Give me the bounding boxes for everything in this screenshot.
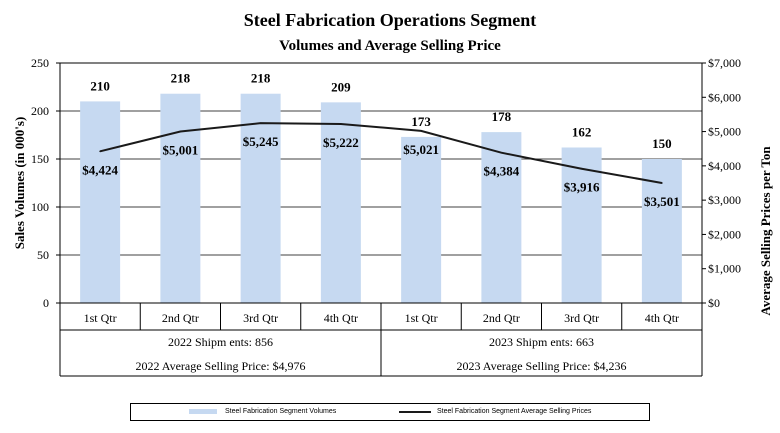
plot-frame xyxy=(59,62,703,304)
chart-title: Steel Fabrication Operations Segment xyxy=(243,10,537,30)
left-tick-label: 50 xyxy=(37,248,49,262)
category-label: 1st Qtr xyxy=(405,311,438,325)
y-axis-label-left: Sales Volumes (in 000's) xyxy=(12,117,27,250)
right-tick-label: $2,000 xyxy=(708,227,741,241)
bar-value-label: 162 xyxy=(572,124,592,139)
left-tick-label: 250 xyxy=(31,56,49,70)
price-point xyxy=(340,123,342,125)
category-label: 4th Qtr xyxy=(645,311,679,325)
group-shipments: 2022 Shipm ents: 856 xyxy=(168,335,273,349)
right-tick-label: $5,000 xyxy=(708,125,741,139)
bar-value-label: 150 xyxy=(652,136,672,151)
category-label: 2nd Qtr xyxy=(162,311,199,325)
price-value-label: $5,021 xyxy=(403,142,439,157)
price-value-label: $5,001 xyxy=(163,143,199,158)
legend-swatch-bar xyxy=(189,409,217,414)
bar xyxy=(160,93,201,303)
right-tick-label: $3,000 xyxy=(708,193,741,207)
left-tick-label: 100 xyxy=(31,200,49,214)
right-tick-label: $0 xyxy=(708,296,720,310)
right-tick-label: $4,000 xyxy=(708,159,741,173)
price-point xyxy=(580,167,583,170)
bar-value-label: 173 xyxy=(411,114,431,129)
bar-value-label: 218 xyxy=(171,71,191,86)
price-value-label: $3,501 xyxy=(644,194,680,209)
price-value-label: $4,424 xyxy=(82,162,118,177)
bar-value-label: 209 xyxy=(331,79,351,94)
price-point xyxy=(179,130,182,133)
price-value-label: $5,222 xyxy=(323,135,359,150)
bar xyxy=(561,147,602,303)
category-label: 3rd Qtr xyxy=(243,311,278,325)
category-label: 2nd Qtr xyxy=(483,311,520,325)
group-shipments: 2023 Shipm ents: 663 xyxy=(489,335,594,349)
y-axis-label-right: Average Selling Prices per Ton xyxy=(758,146,773,316)
chart-subtitle: Volumes and Average Selling Price xyxy=(279,38,501,54)
price-point xyxy=(259,122,262,124)
group-average-price: 2022 Average Selling Price: $4,976 xyxy=(135,359,305,373)
legend: Steel Fabrication Segment Volumes Steel … xyxy=(130,403,650,421)
price-point xyxy=(661,182,663,184)
category-label: 1st Qtr xyxy=(84,311,117,325)
price-value-label: $4,384 xyxy=(484,164,520,179)
left-tick-label: 0 xyxy=(43,296,49,310)
left-tick-label: 200 xyxy=(31,104,49,118)
bar xyxy=(320,102,361,303)
price-value-label: $3,916 xyxy=(564,180,600,195)
right-tick-label: $6,000 xyxy=(708,90,741,104)
right-tick-label: $1,000 xyxy=(708,262,741,276)
category-label: 4th Qtr xyxy=(324,311,358,325)
price-value-label: $5,245 xyxy=(243,134,279,149)
price-point xyxy=(420,130,422,132)
bar-value-label: 218 xyxy=(251,71,271,86)
legend-label-prices: Steel Fabrication Segment Average Sellin… xyxy=(437,408,592,415)
price-line xyxy=(99,122,663,184)
bar xyxy=(481,132,522,303)
bar-value-label: 210 xyxy=(90,78,110,93)
bar xyxy=(80,101,121,304)
left-tick-label: 150 xyxy=(31,152,49,166)
group-average-price: 2023 Average Selling Price: $4,236 xyxy=(456,359,626,373)
price-point xyxy=(500,151,503,154)
legend-swatch-line xyxy=(399,410,431,413)
bar xyxy=(401,136,442,303)
legend-item-prices: Steel Fabrication Segment Average Sellin… xyxy=(399,408,591,415)
combo-chart: 0 50 100 150 200 250 $0 $1,000 $2,000 $3,000 $4,0… xyxy=(12,56,773,377)
legend-label-volumes: Steel Fabrication Segment Volumes xyxy=(225,408,337,415)
right-tick-label: $7,000 xyxy=(708,56,741,70)
price-point xyxy=(99,150,101,153)
bar-value-label: 178 xyxy=(492,109,512,124)
category-label: 3rd Qtr xyxy=(564,311,599,325)
bar xyxy=(240,93,281,303)
legend-item-volumes: Steel Fabrication Segment Volumes xyxy=(189,408,336,415)
